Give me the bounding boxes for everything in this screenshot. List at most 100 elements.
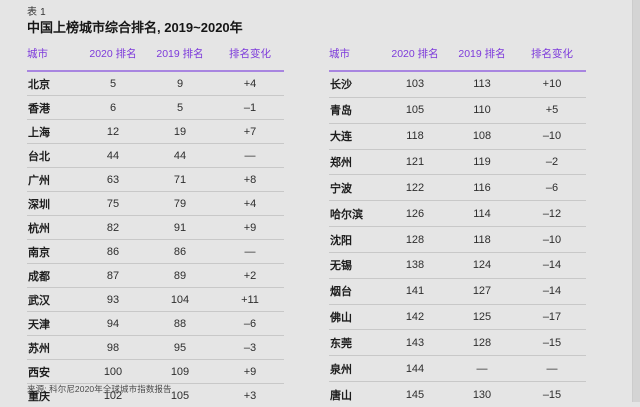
rank-cell: –2 [518, 149, 586, 175]
rank-cell: –14 [518, 252, 586, 278]
rank-cell: 94 [82, 312, 144, 336]
rank-cell: 110 [446, 97, 518, 123]
column-header-3: 排名变化 [216, 42, 284, 71]
rank-cell: 88 [144, 312, 216, 336]
rank-cell: 127 [446, 278, 518, 304]
city-cell: 上海 [27, 120, 82, 144]
rank-cell: 98 [82, 336, 144, 360]
rank-cell: –10 [518, 123, 586, 149]
rank-cell: 126 [384, 201, 446, 227]
column-header-0: 城市 [329, 42, 384, 71]
city-cell: 台北 [27, 144, 82, 168]
city-cell: 武汉 [27, 288, 82, 312]
rank-cell: 142 [384, 304, 446, 330]
column-header-0: 城市 [27, 42, 82, 71]
rank-cell: 19 [144, 120, 216, 144]
rank-cell: 109 [144, 360, 216, 384]
rank-cell: 71 [144, 168, 216, 192]
rank-cell: — [216, 240, 284, 264]
rank-cell: 75 [82, 192, 144, 216]
rank-cell: 119 [446, 149, 518, 175]
city-cell: 香港 [27, 96, 82, 120]
rank-cell: 145 [384, 382, 446, 407]
rank-cell: 86 [144, 240, 216, 264]
rank-cell: 5 [144, 96, 216, 120]
city-cell: 天津 [27, 312, 82, 336]
city-cell: 苏州 [27, 336, 82, 360]
rank-cell: +4 [216, 71, 284, 96]
city-cell: 南京 [27, 240, 82, 264]
city-cell: 沈阳 [329, 227, 384, 253]
rank-cell: — [216, 144, 284, 168]
rank-cell: 121 [384, 149, 446, 175]
rank-cell: 114 [446, 201, 518, 227]
rank-cell: 89 [144, 264, 216, 288]
rank-cell: 63 [82, 168, 144, 192]
city-cell: 唐山 [329, 382, 384, 407]
rank-cell: –3 [216, 336, 284, 360]
city-cell: 烟台 [329, 278, 384, 304]
rank-cell: 82 [82, 216, 144, 240]
rank-cell: +3 [216, 384, 284, 407]
rank-cell: — [518, 356, 586, 382]
rank-cell: 100 [82, 360, 144, 384]
rank-cell: 138 [384, 252, 446, 278]
rank-cell: 87 [82, 264, 144, 288]
column-header-2: 2019 排名 [144, 42, 216, 71]
rank-cell: –15 [518, 330, 586, 356]
rank-cell: +2 [216, 264, 284, 288]
column-header-1: 2020 排名 [82, 42, 144, 71]
city-cell: 郑州 [329, 149, 384, 175]
rank-cell: –10 [518, 227, 586, 253]
source-note: 来源: 科尔尼2020年全球城市指数报告 [27, 383, 172, 395]
rank-cell: 6 [82, 96, 144, 120]
rank-cell: 125 [446, 304, 518, 330]
rank-cell: 103 [384, 71, 446, 97]
rank-cell: –6 [216, 312, 284, 336]
rank-cell: +8 [216, 168, 284, 192]
rank-cell: 128 [384, 227, 446, 253]
rank-cell: 86 [82, 240, 144, 264]
rank-cell: 91 [144, 216, 216, 240]
rank-cell: 5 [82, 71, 144, 96]
rank-cell: –6 [518, 175, 586, 201]
rank-cell: +5 [518, 97, 586, 123]
rank-cell: 124 [446, 252, 518, 278]
rank-cell: 95 [144, 336, 216, 360]
rank-cell: 113 [446, 71, 518, 97]
rank-cell: –15 [518, 382, 586, 407]
rank-cell: 130 [446, 382, 518, 407]
rank-cell: 44 [144, 144, 216, 168]
city-cell: 宁波 [329, 175, 384, 201]
city-cell: 深圳 [27, 192, 82, 216]
column-header-2: 2019 排名 [446, 42, 518, 71]
rank-cell: +10 [518, 71, 586, 97]
table-label: 表 1 [27, 7, 46, 19]
rank-cell: 144 [384, 356, 446, 382]
